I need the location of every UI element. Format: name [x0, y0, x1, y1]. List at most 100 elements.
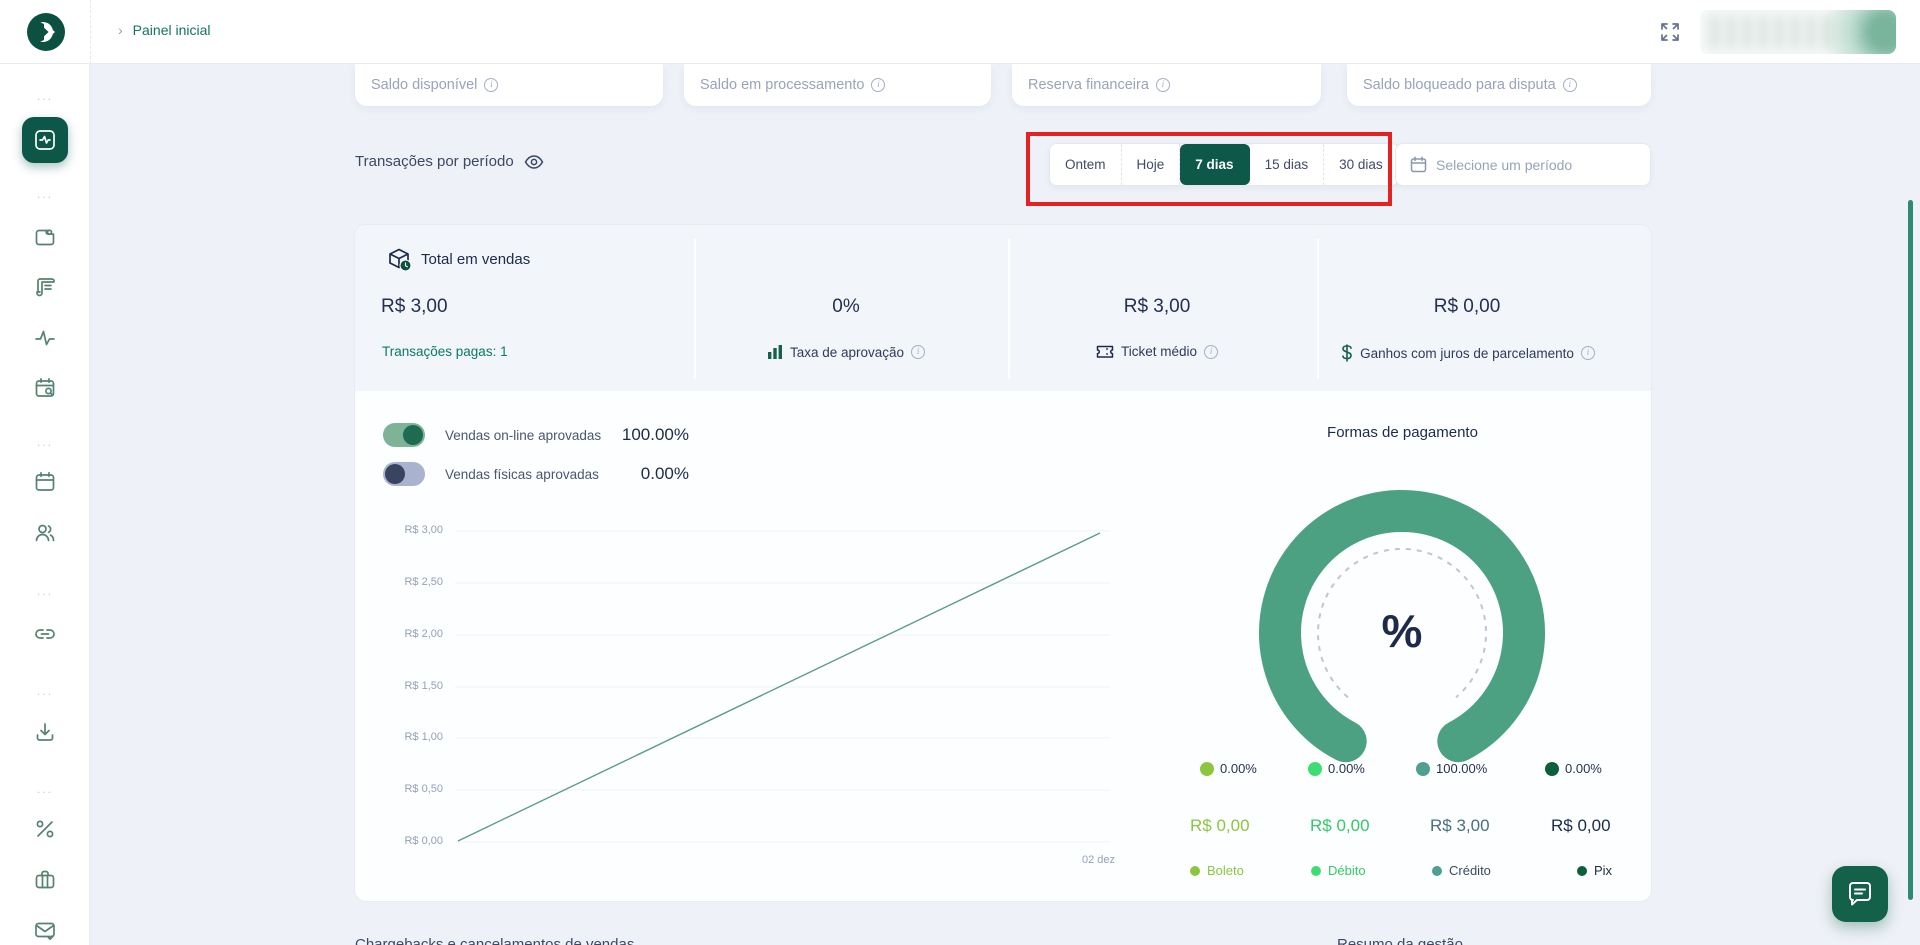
- credito-legend: Crédito: [1432, 863, 1491, 878]
- ticket-icon: [1096, 345, 1114, 358]
- card-saldo-processamento[interactable]: Saldo em processamento i: [684, 64, 991, 106]
- clipped-section-title-right: Resumo da gestão: [1337, 936, 1463, 945]
- sidebar-item-activity[interactable]: [0, 320, 90, 356]
- sidebar-item-calendar[interactable]: [0, 464, 90, 500]
- divider: [694, 239, 696, 379]
- y-tick: R$ 1,50: [404, 680, 443, 692]
- sales-line-chart: [455, 530, 1110, 843]
- card-reserva-financeira[interactable]: Reserva financeira i: [1012, 64, 1321, 106]
- sidebar-item-users[interactable]: [0, 515, 90, 551]
- y-tick: R$ 3,00: [404, 524, 443, 536]
- pix-legend: Pix: [1577, 863, 1612, 878]
- pix-percent: 0.00%: [1565, 761, 1602, 776]
- pix-amount: R$ 0,00: [1551, 816, 1611, 835]
- payment-methods-gauge: [1259, 490, 1545, 763]
- link-icon: [35, 629, 55, 639]
- topbar-divider: [90, 0, 91, 64]
- paid-transactions-link[interactable]: Transações pagas: 1: [382, 344, 508, 359]
- card-label: Saldo bloqueado para disputa: [1363, 77, 1556, 93]
- info-icon[interactable]: i: [871, 78, 886, 92]
- info-icon[interactable]: i: [1204, 344, 1219, 359]
- sidebar-item-calendar-search[interactable]: [0, 370, 90, 406]
- eye-icon[interactable]: [524, 154, 544, 169]
- period-30dias-button[interactable]: 30 dias: [1324, 144, 1398, 185]
- y-tick: R$ 2,50: [404, 576, 443, 588]
- y-tick: R$ 1,00: [404, 731, 443, 743]
- sidebar-item-downloads[interactable]: [0, 714, 90, 750]
- period-ontem-button[interactable]: Ontem: [1050, 144, 1122, 185]
- physical-sales-toggle[interactable]: [383, 462, 425, 486]
- package-clock-icon: [389, 248, 412, 272]
- legend-col-debito: 0.00%: [1308, 761, 1428, 776]
- installment-interest-label-row: Ganhos com juros de parcelamento i: [1318, 344, 1618, 362]
- average-ticket-value: R$ 3,00: [1123, 296, 1191, 317]
- sidebar-section-ellipsis: ...: [36, 89, 53, 103]
- fullscreen-icon[interactable]: [1658, 20, 1682, 44]
- sidebar-item-business[interactable]: [0, 862, 90, 898]
- boleto-dot: [1190, 865, 1200, 876]
- vertical-scrollbar[interactable]: [1908, 200, 1913, 900]
- approval-rate-label: Taxa de aprovação: [789, 344, 905, 360]
- sidebar-section-ellipsis: ...: [36, 584, 53, 598]
- average-ticket-label-row: Ticket médio i: [1047, 344, 1267, 359]
- approval-rate-label-row: Taxa de aprovação i: [716, 344, 976, 360]
- info-icon[interactable]: i: [911, 345, 926, 359]
- card-saldo-disponivel[interactable]: Saldo disponível i: [355, 64, 663, 106]
- clipped-section-title-left: Chargebacks e cancelamentos de vendas: [355, 936, 635, 945]
- info-icon[interactable]: i: [1562, 78, 1577, 92]
- info-icon[interactable]: i: [484, 78, 499, 92]
- sidebar-item-fees[interactable]: [0, 811, 90, 847]
- support-chat-button[interactable]: [1832, 866, 1888, 922]
- total-sales-value: R$ 3,00: [381, 296, 448, 317]
- breadcrumb[interactable]: › Painel inicial: [118, 22, 211, 38]
- sales-line: [457, 532, 1101, 842]
- credito-percent: 100.00%: [1436, 761, 1488, 776]
- debito-legend: Débito: [1311, 863, 1366, 878]
- sidebar: ... ...: [0, 64, 90, 945]
- app-logo[interactable]: [26, 12, 66, 52]
- credito-label: Crédito: [1449, 863, 1491, 878]
- info-icon[interactable]: i: [1580, 346, 1595, 360]
- sidebar-section-ellipsis: ...: [36, 187, 53, 201]
- pix-dot: [1545, 761, 1559, 776]
- period-hoje-button[interactable]: Hoje: [1121, 144, 1181, 185]
- physical-sales-label: Vendas físicas aprovadas: [445, 466, 599, 482]
- debito-amount: R$ 0,00: [1310, 816, 1370, 835]
- y-tick: R$ 0,50: [404, 783, 443, 795]
- transactions-title-row: Transações por período: [355, 153, 544, 170]
- sidebar-item-payment-link[interactable]: [0, 616, 90, 652]
- online-sales-label: Vendas on-line aprovadas: [445, 427, 602, 443]
- payment-methods-title: Formas de pagamento: [1327, 424, 1478, 441]
- redacted-text-blur: [1710, 16, 1840, 48]
- physical-sales-value: 0.00%: [640, 464, 689, 483]
- online-sales-toggle[interactable]: [383, 423, 425, 447]
- card-label: Saldo disponível: [371, 77, 478, 93]
- sidebar-item-dashboard[interactable]: [22, 117, 68, 163]
- boleto-label: Boleto: [1207, 863, 1244, 878]
- sidebar-item-mail[interactable]: [0, 912, 90, 945]
- date-range-placeholder: Selecione um período: [1436, 156, 1573, 173]
- info-icon[interactable]: i: [1155, 78, 1170, 92]
- chat-icon: [1849, 882, 1871, 906]
- period-15dias-button[interactable]: 15 dias: [1249, 144, 1325, 185]
- sidebar-item-receipts[interactable]: [0, 269, 90, 305]
- sidebar-item-wallet[interactable]: [0, 219, 90, 255]
- debito-dot: [1308, 761, 1322, 776]
- breadcrumb-label[interactable]: Painel inicial: [132, 22, 211, 38]
- receipt-icon: [36, 278, 55, 297]
- total-sales-label: Total em vendas: [421, 250, 531, 268]
- download-icon: [36, 723, 54, 741]
- card-saldo-bloqueado[interactable]: Saldo bloqueado para disputa i: [1347, 64, 1651, 106]
- avatar: [1820, 10, 1896, 54]
- period-7dias-button[interactable]: 7 dias: [1180, 144, 1250, 185]
- toggle-row-online: Vendas on-line aprovadas 100.00%: [383, 423, 689, 447]
- date-range-input[interactable]: Selecione um período: [1395, 143, 1651, 186]
- credito-dot: [1432, 865, 1442, 876]
- calendar-search-icon: [35, 377, 55, 397]
- calendar-icon: [35, 471, 55, 491]
- installment-interest-label: Ganhos com juros de parcelamento: [1360, 345, 1574, 361]
- user-account-redacted[interactable]: [1700, 10, 1896, 54]
- installment-interest-value: R$ 0,00: [1433, 296, 1501, 317]
- pulse-icon: [35, 330, 55, 346]
- debito-dot: [1311, 865, 1321, 876]
